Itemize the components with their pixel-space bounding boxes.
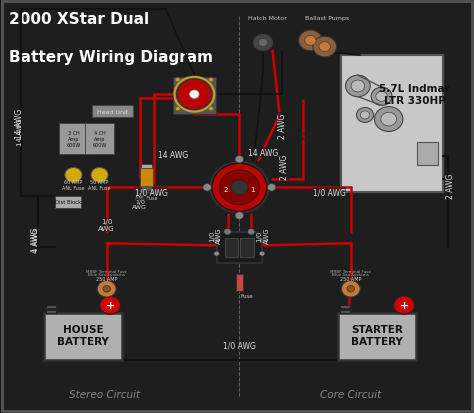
Circle shape	[209, 107, 213, 112]
Circle shape	[381, 113, 396, 127]
FancyBboxPatch shape	[92, 106, 133, 118]
Circle shape	[393, 297, 414, 315]
Circle shape	[214, 239, 219, 244]
Text: 3 CH
Amp
600W: 3 CH Amp 600W	[66, 131, 81, 147]
Circle shape	[313, 37, 337, 58]
FancyBboxPatch shape	[173, 78, 216, 115]
FancyBboxPatch shape	[141, 187, 152, 191]
Text: 1/0 AWG: 1/0 AWG	[223, 340, 256, 349]
Circle shape	[371, 88, 392, 106]
FancyBboxPatch shape	[55, 196, 81, 209]
Text: 14 AWG: 14 AWG	[248, 148, 278, 157]
Circle shape	[267, 184, 276, 192]
Circle shape	[258, 39, 268, 47]
Text: 60 AMP
ANL Fuse: 60 AMP ANL Fuse	[62, 180, 85, 190]
FancyBboxPatch shape	[46, 306, 56, 313]
Text: Core Circuit: Core Circuit	[320, 389, 382, 399]
Text: Blue Sea Systems: Blue Sea Systems	[332, 273, 369, 277]
FancyBboxPatch shape	[337, 313, 416, 360]
Circle shape	[175, 78, 180, 83]
Text: 4 AWG: 4 AWG	[31, 227, 40, 252]
Text: 1: 1	[250, 187, 255, 193]
Circle shape	[212, 164, 267, 212]
Circle shape	[175, 107, 180, 112]
Circle shape	[65, 168, 82, 183]
Circle shape	[374, 107, 403, 132]
Circle shape	[376, 92, 387, 102]
Text: 1/0
AWG: 1/0 AWG	[256, 227, 270, 244]
Text: Head Unit: Head Unit	[97, 109, 128, 114]
Text: STARTER: STARTER	[351, 324, 403, 334]
FancyBboxPatch shape	[341, 56, 443, 192]
Text: HOUSE: HOUSE	[63, 324, 103, 334]
Circle shape	[231, 180, 248, 195]
Circle shape	[235, 212, 244, 220]
Text: 150 AMP
ANL Fuse: 150 AMP ANL Fuse	[135, 190, 158, 200]
Text: Blue Sea Systems: Blue Sea Systems	[88, 273, 125, 277]
Text: 4 AWG: 4 AWG	[33, 228, 38, 251]
Circle shape	[347, 286, 355, 292]
FancyBboxPatch shape	[59, 124, 88, 155]
FancyBboxPatch shape	[240, 239, 254, 257]
Text: 1/0
AWG: 1/0 AWG	[98, 218, 115, 232]
Text: +: +	[106, 300, 115, 311]
Text: Dist Block: Dist Block	[55, 200, 81, 205]
FancyBboxPatch shape	[225, 239, 238, 257]
Text: Hatch Motor: Hatch Motor	[248, 16, 287, 21]
Text: 14 AWG: 14 AWG	[158, 150, 188, 159]
FancyBboxPatch shape	[340, 306, 350, 313]
Text: MRBF Terminal Fuse: MRBF Terminal Fuse	[330, 269, 371, 273]
Circle shape	[209, 161, 270, 215]
Text: 14 AWG: 14 AWG	[16, 109, 24, 139]
Text: 14 AWG: 14 AWG	[17, 118, 23, 146]
Circle shape	[305, 36, 316, 46]
FancyBboxPatch shape	[85, 124, 114, 155]
Text: Battery Wiring Diagram: Battery Wiring Diagram	[9, 50, 213, 64]
Circle shape	[341, 281, 360, 297]
Circle shape	[259, 252, 265, 256]
Circle shape	[177, 80, 212, 110]
Circle shape	[91, 168, 108, 183]
Circle shape	[319, 43, 330, 52]
Text: MRBF Terminal Fuse: MRBF Terminal Fuse	[86, 269, 127, 273]
Circle shape	[203, 184, 211, 192]
Text: 50 AMP
ANL Fuse: 50 AMP ANL Fuse	[88, 180, 111, 190]
Text: 1/0
AWG: 1/0 AWG	[132, 199, 147, 210]
Circle shape	[103, 286, 110, 292]
FancyBboxPatch shape	[236, 275, 243, 291]
Circle shape	[259, 239, 265, 244]
Circle shape	[299, 31, 322, 52]
Text: 2: 2	[224, 187, 228, 193]
Circle shape	[356, 108, 374, 123]
Text: Alternator
100 AMP: Alternator 100 AMP	[287, 131, 315, 142]
Circle shape	[214, 252, 219, 256]
Text: 2 AWG: 2 AWG	[278, 113, 286, 139]
Circle shape	[190, 91, 199, 99]
Text: 250 AMP: 250 AMP	[340, 276, 362, 281]
Text: Ballast Pumps: Ballast Pumps	[305, 16, 349, 21]
Circle shape	[97, 281, 116, 297]
Text: Fuse: Fuse	[240, 293, 253, 298]
Circle shape	[209, 78, 213, 83]
FancyBboxPatch shape	[141, 164, 152, 169]
FancyBboxPatch shape	[217, 232, 262, 263]
Text: 250 AMP: 250 AMP	[96, 276, 118, 281]
Circle shape	[346, 76, 370, 97]
Circle shape	[100, 297, 120, 315]
Circle shape	[224, 229, 231, 235]
FancyBboxPatch shape	[44, 313, 122, 360]
Text: 1/0
AWG: 1/0 AWG	[209, 227, 222, 244]
Circle shape	[351, 81, 365, 93]
Text: Starter: Starter	[295, 190, 317, 195]
Text: 4 CH
Amp
600W: 4 CH Amp 600W	[92, 131, 107, 147]
Text: 5.7L Indmar
LTR 330HP: 5.7L Indmar LTR 330HP	[379, 84, 450, 106]
Text: 1/0 AWG: 1/0 AWG	[135, 188, 168, 197]
FancyBboxPatch shape	[417, 142, 438, 165]
Text: BATTERY: BATTERY	[57, 337, 109, 347]
Text: 2 AWG: 2 AWG	[280, 154, 289, 180]
Text: Stereo Circuit: Stereo Circuit	[69, 389, 140, 399]
Text: 2 AWG: 2 AWG	[446, 173, 455, 199]
Circle shape	[247, 229, 255, 235]
Circle shape	[360, 112, 370, 120]
